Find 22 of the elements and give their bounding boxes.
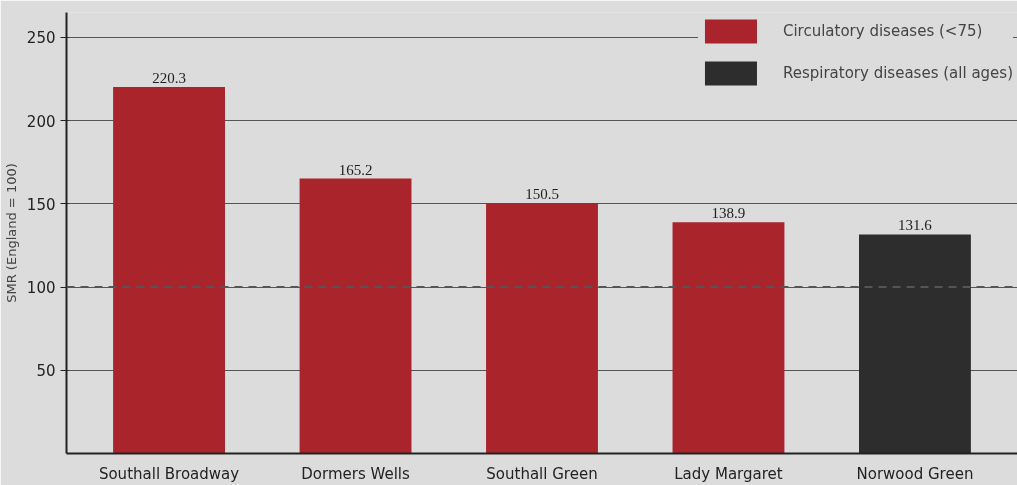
legend-label: Respiratory diseases (all ages) xyxy=(782,64,1013,82)
bar xyxy=(113,86,225,454)
bar xyxy=(486,203,598,454)
data-label: 220.3 xyxy=(152,69,186,86)
bar xyxy=(672,222,785,454)
x-tick-label: Norwood Green xyxy=(856,464,974,483)
data-label: 150.5 xyxy=(525,186,559,203)
y-tick-label: 150 xyxy=(26,195,56,214)
y-tick-label: 200 xyxy=(26,112,56,131)
x-tick-label: Southall Broadway xyxy=(98,464,240,483)
y-axis-title: SMR (England = 100) xyxy=(3,163,19,303)
bar xyxy=(299,178,412,454)
y-tick-label: 100 xyxy=(26,279,56,298)
y-tick-label: 50 xyxy=(36,362,56,381)
data-label: 131.6 xyxy=(898,217,933,234)
data-label: 138.9 xyxy=(711,205,746,222)
legend-label: Circulatory diseases (<75) xyxy=(782,22,983,40)
y-tick-label: 250 xyxy=(26,29,56,48)
x-tick-label: Dormers Wells xyxy=(301,464,410,483)
x-tick-label: Lady Margaret xyxy=(674,464,783,483)
x-tick-label: Southall Green xyxy=(486,464,598,483)
data-label: 165.2 xyxy=(338,161,373,178)
